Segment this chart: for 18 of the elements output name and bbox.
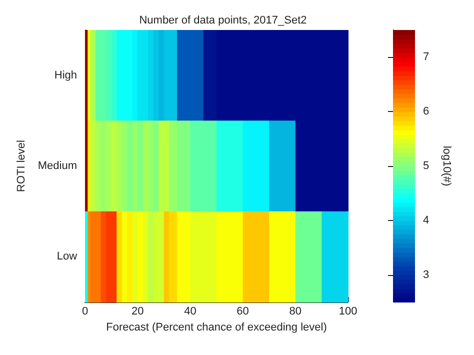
- x-tick-label: 0: [82, 306, 88, 318]
- x-tick-label: 60: [236, 306, 249, 318]
- color-bar-label: 5: [423, 160, 430, 172]
- color-bar-title: log10(#): [440, 146, 452, 186]
- x-tick-label: 40: [184, 306, 196, 318]
- chart-title: Number of data points, 2017_Set2: [139, 14, 307, 26]
- y-tick-label: Medium: [38, 160, 78, 172]
- y-axis-title: ROTI level: [16, 140, 28, 192]
- x-axis-title: Forecast (Percent chance of exceeding level): [106, 321, 327, 334]
- x-tick-label: 80: [289, 306, 302, 318]
- x-tick-label: 20: [131, 306, 144, 318]
- color-bar-label: 3: [423, 268, 430, 281]
- color-bar-label: 7: [423, 51, 430, 64]
- color-bar-label: 4: [423, 214, 430, 226]
- color-bar-label: 6: [423, 106, 430, 118]
- y-tick-label: High: [54, 69, 78, 82]
- y-tick-label: Low: [56, 250, 78, 263]
- x-tick-label: 100: [338, 306, 358, 318]
